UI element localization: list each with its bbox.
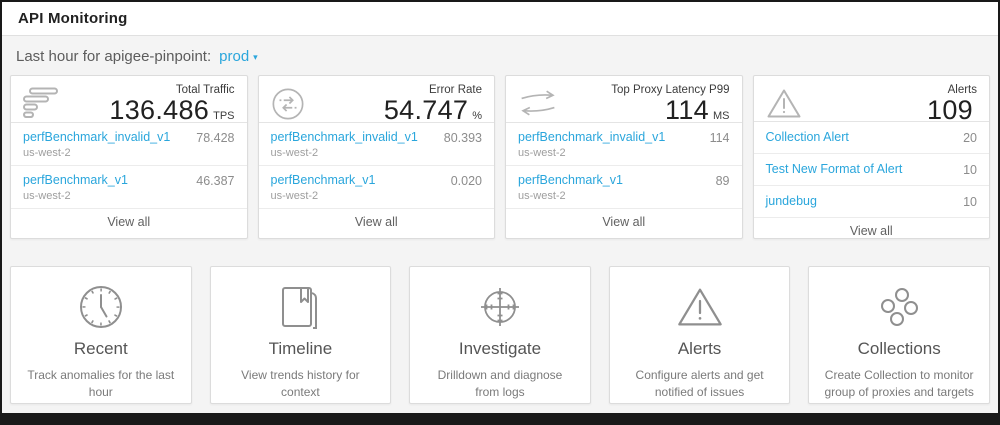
nav-card-alerts[interactable]: Alerts Configure alerts and get notified…	[608, 266, 791, 404]
traffic-lines-icon	[23, 84, 63, 119]
metric-header: Top Proxy Latency P99 114 MS	[506, 76, 742, 125]
metric-title: Top Proxy Latency P99	[611, 84, 730, 96]
metric-value: 114	[665, 95, 709, 125]
metric-unit: TPS	[213, 110, 235, 122]
row-value: 10	[963, 195, 977, 209]
collections-icon	[877, 283, 921, 331]
metric-title: Total Traffic	[175, 84, 235, 96]
metric-value: 54.747	[383, 95, 469, 125]
region-label: us-west-2	[270, 147, 319, 159]
metric-card-error-rate: Error Rate 54.747 % perfBenchmark_invali…	[257, 75, 495, 239]
warning-triangle-icon	[676, 283, 724, 331]
table-row: perfBenchmark_v1 us-west-2 89	[506, 166, 742, 209]
page-header: API Monitoring	[2, 2, 998, 36]
table-row: perfBenchmark_invalid_v1 us-west-2 78.42…	[11, 123, 247, 166]
region-label: us-west-2	[518, 190, 566, 202]
metric-header: Total Traffic 136.486 TPS	[11, 76, 247, 125]
nav-card-description: Track anomalies for the last hour	[27, 368, 175, 400]
nav-card-title: Timeline	[268, 339, 333, 358]
view-all-link[interactable]: View all	[354, 215, 398, 229]
metric-header: Alerts 109	[753, 76, 989, 125]
proxy-link[interactable]: perfBenchmark_v1	[270, 173, 376, 187]
nav-row: Recent Track anomalies for the last hour…	[10, 266, 990, 404]
nav-card-collections[interactable]: Collections Create Collection to monitor…	[808, 266, 990, 404]
chevron-down-icon: ▾	[253, 52, 258, 62]
table-row: Collection Alert 20	[753, 122, 989, 154]
region-label: us-west-2	[518, 147, 566, 159]
page-title: API Monitoring	[18, 10, 128, 27]
row-value: 78.428	[196, 131, 235, 145]
metric-title: Error Rate	[428, 84, 482, 96]
table-row: perfBenchmark_invalid_v1 us-west-2 114	[506, 123, 742, 166]
table-row: perfBenchmark_invalid_v1 us-west-2 80.39…	[258, 123, 494, 166]
row-value: 20	[963, 131, 977, 145]
region-label: us-west-2	[270, 190, 319, 202]
crosshair-icon	[477, 283, 523, 331]
proxy-link[interactable]: perfBenchmark_v1	[23, 173, 128, 187]
metric-unit: %	[472, 110, 482, 122]
table-row: perfBenchmark_v1 us-west-2 46.387	[11, 166, 247, 209]
bottom-bar	[2, 413, 998, 423]
nav-card-description: Create Collection to monitor group of pr…	[824, 368, 974, 400]
view-all-link[interactable]: View all	[602, 215, 646, 229]
view-all-link[interactable]: View all	[107, 215, 151, 229]
proxy-link[interactable]: perfBenchmark_invalid_v1	[23, 130, 171, 144]
row-value: 10	[963, 163, 977, 177]
metric-value: 136.486	[109, 95, 210, 125]
metrics-row: Total Traffic 136.486 TPS perfBenchmark_…	[10, 75, 990, 239]
nav-card-investigate[interactable]: Investigate Drilldown and diagnose from …	[409, 266, 591, 404]
nav-card-title: Collections	[857, 339, 941, 358]
metric-card-latency: Top Proxy Latency P99 114 MS perfBenchma…	[505, 75, 743, 239]
clock-icon	[78, 283, 124, 331]
table-row: perfBenchmark_v1 us-west-2 0.020	[258, 166, 494, 209]
book-icon	[279, 283, 321, 331]
region-label: us-west-2	[23, 190, 71, 202]
region-label: us-west-2	[23, 147, 71, 159]
row-value: 89	[715, 174, 730, 188]
environment-label: Last hour for apigee-pinpoint:	[16, 48, 212, 65]
table-row: Test New Format of Alert 10	[753, 154, 989, 186]
row-value: 0.020	[450, 174, 482, 188]
view-all-link[interactable]: View all	[849, 224, 893, 238]
row-value: 114	[709, 131, 730, 145]
nav-card-title: Alerts	[677, 339, 722, 358]
alert-link[interactable]: jundebug	[765, 194, 817, 208]
metric-value: 109	[927, 95, 973, 125]
alert-link[interactable]: Test New Format of Alert	[765, 162, 903, 176]
environment-value[interactable]: prod	[219, 48, 250, 65]
alert-link[interactable]: Collection Alert	[765, 130, 849, 144]
table-row: jundebug 10	[753, 186, 989, 218]
nav-card-title: Recent	[73, 339, 128, 358]
latency-arrows-icon	[518, 84, 558, 119]
environment-dropdown[interactable]: prod ▾	[219, 48, 258, 65]
metric-header: Error Rate 54.747 %	[258, 76, 494, 125]
row-value: 80.393	[443, 131, 482, 145]
proxy-link[interactable]: perfBenchmark_invalid_v1	[270, 130, 418, 144]
row-value: 46.387	[196, 174, 235, 188]
metric-card-alerts: Alerts 109 Collection Alert 20 Test New …	[752, 75, 990, 239]
proxy-link[interactable]: perfBenchmark_v1	[518, 173, 623, 187]
metric-title: Alerts	[947, 84, 977, 96]
nav-card-description: View trends history for context	[241, 368, 360, 400]
nav-card-recent[interactable]: Recent Track anomalies for the last hour	[10, 266, 192, 404]
metric-card-total-traffic: Total Traffic 136.486 TPS perfBenchmark_…	[10, 75, 248, 239]
nav-card-title: Investigate	[458, 339, 542, 358]
nav-card-timeline[interactable]: Timeline View trends history for context	[209, 266, 392, 404]
nav-card-description: Configure alerts and get notified of iss…	[635, 368, 764, 400]
environment-bar: Last hour for apigee-pinpoint: prod ▾	[2, 36, 998, 71]
alert-triangle-icon	[766, 84, 806, 120]
nav-card-description: Drilldown and diagnose from logs	[437, 368, 563, 400]
metric-unit: MS	[713, 110, 730, 122]
proxy-link[interactable]: perfBenchmark_invalid_v1	[518, 130, 666, 144]
error-exchange-icon	[271, 84, 311, 121]
